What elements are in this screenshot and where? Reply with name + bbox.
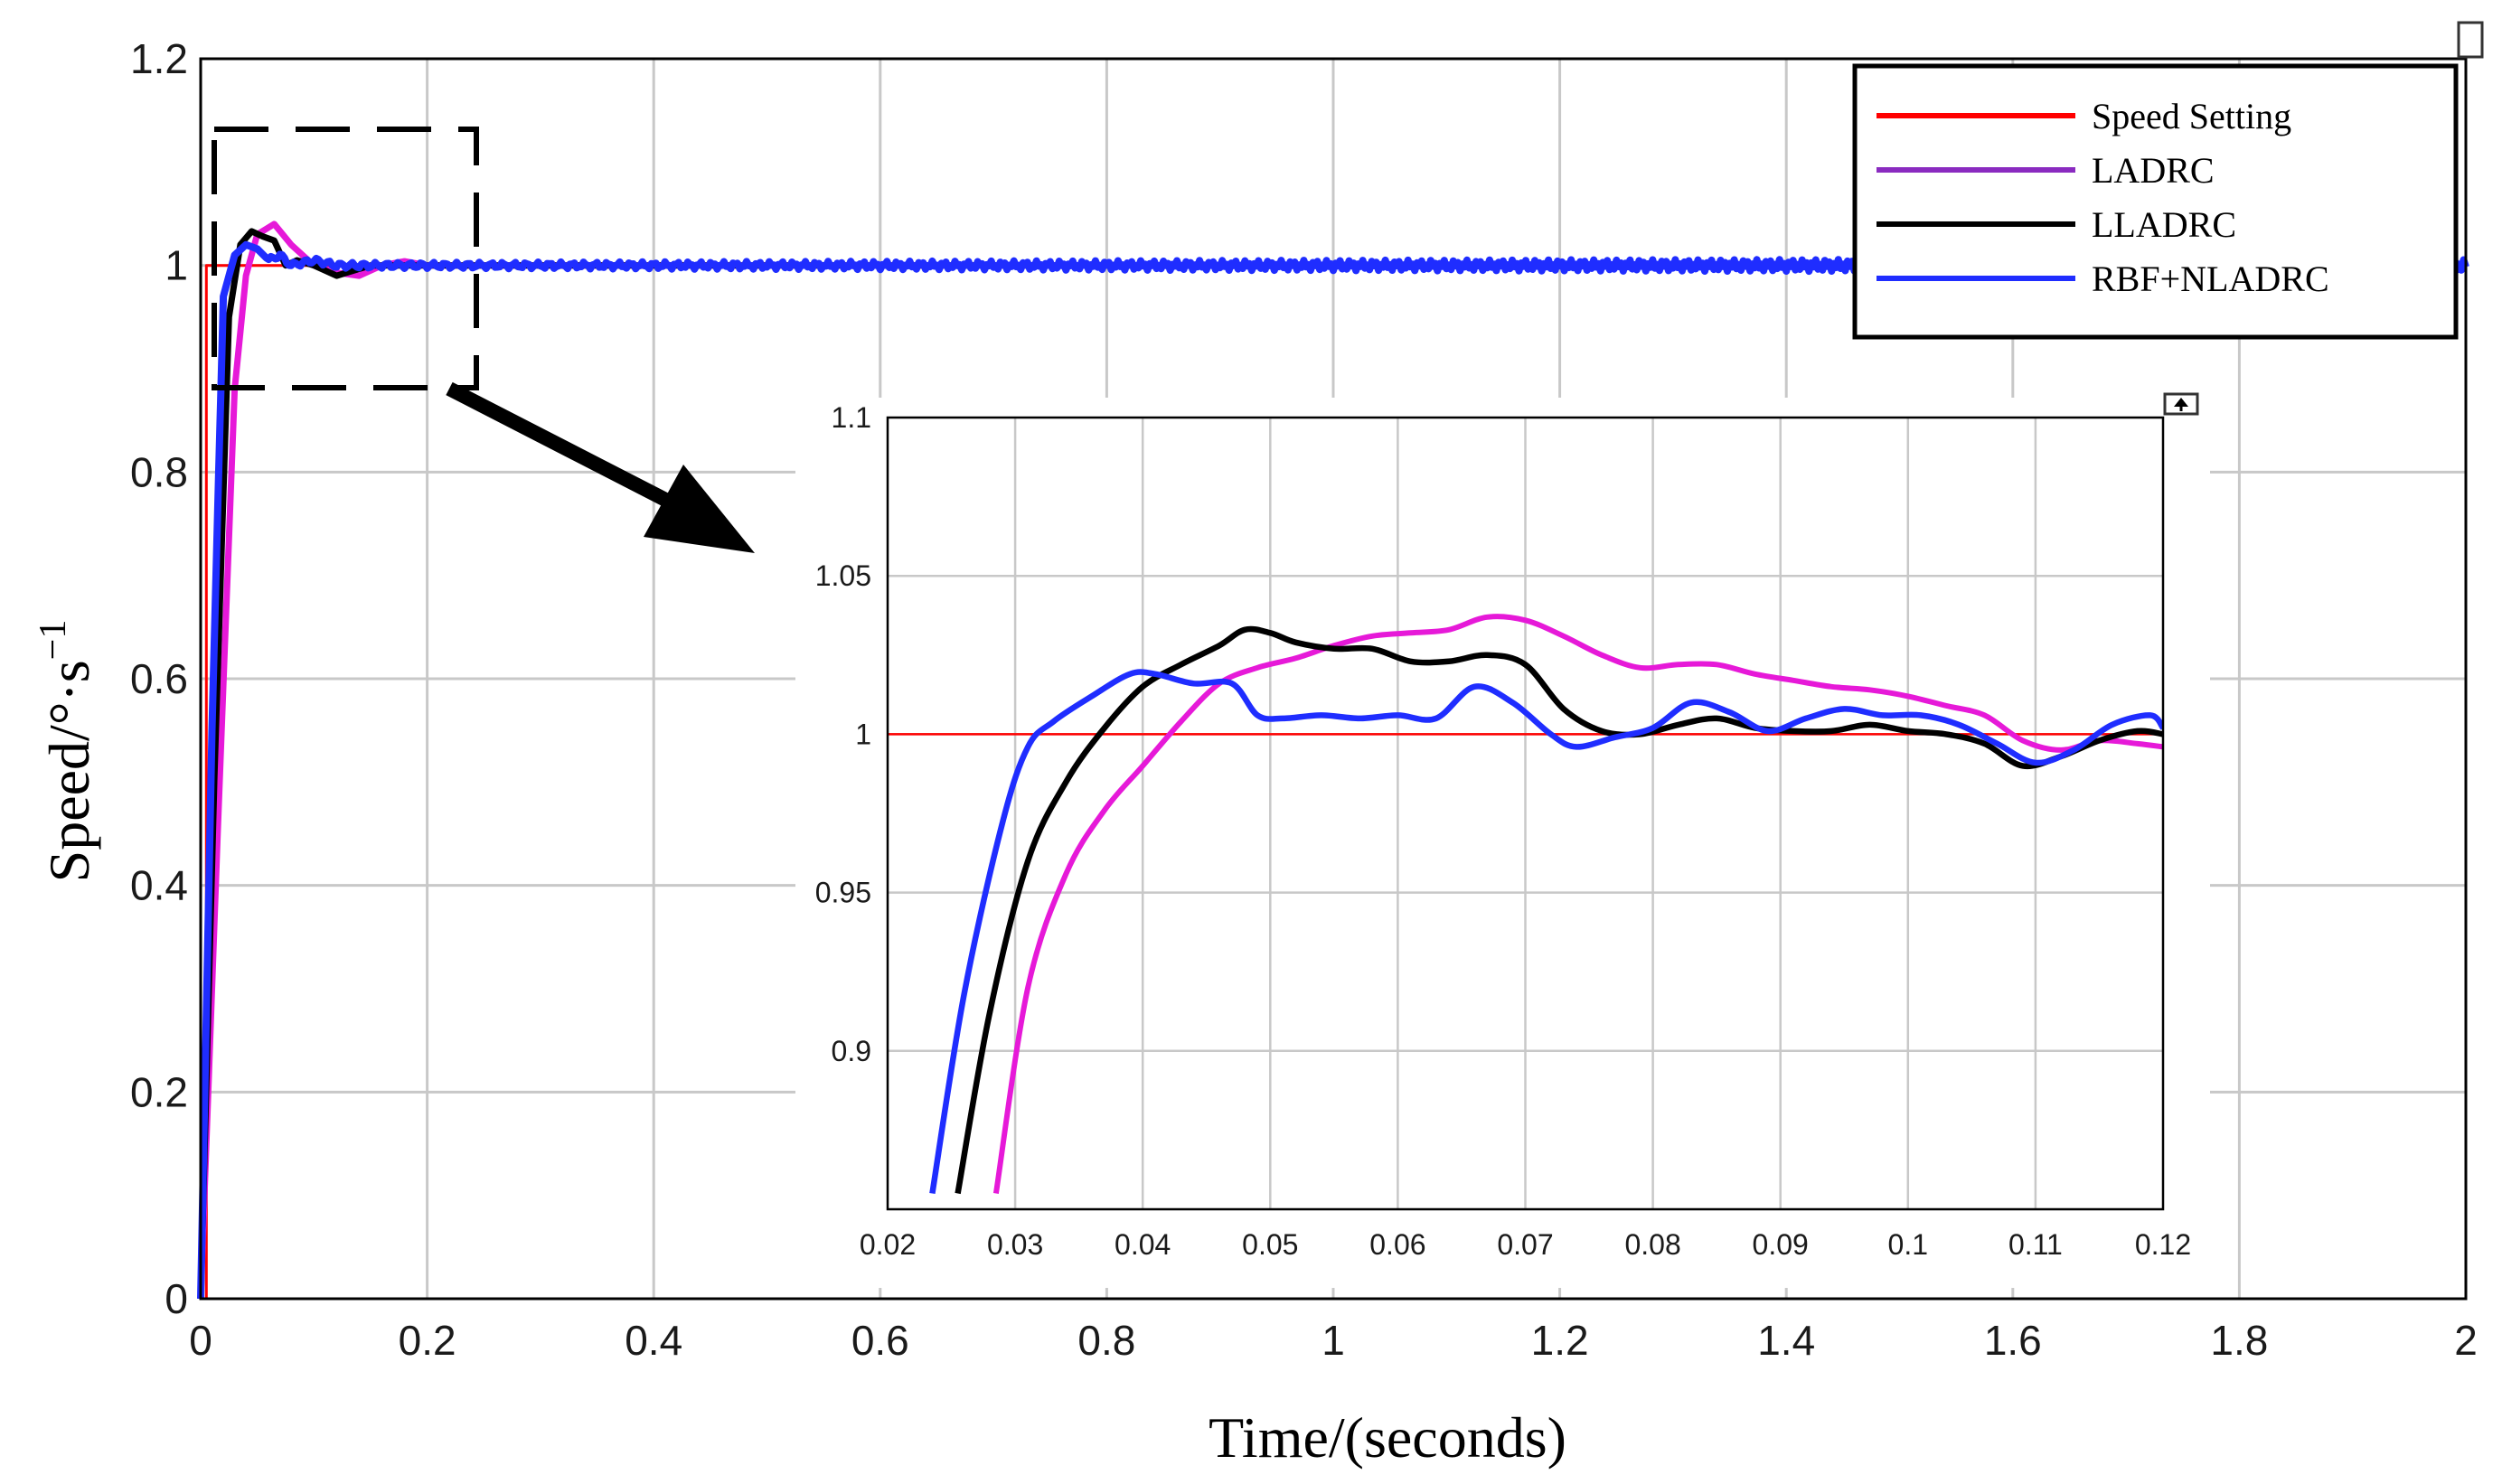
main-x-tick-label: 0.8 bbox=[1077, 1317, 1135, 1364]
legend-label: Speed Setting bbox=[2092, 96, 2291, 136]
y-axis-label: Speed/°·s−1 bbox=[33, 620, 101, 883]
y-axis-label-text: Speed/°·s bbox=[37, 660, 101, 882]
legend-label: LLADRC bbox=[2092, 204, 2236, 245]
inset-y-tick-label: 1 bbox=[855, 718, 871, 750]
inset-x-tick-label: 0.08 bbox=[1624, 1228, 1680, 1261]
main-y-tick-label: 0 bbox=[165, 1275, 188, 1322]
inset-series-line-lladrc bbox=[955, 625, 2163, 1195]
inset-x-tick-label: 0.03 bbox=[987, 1228, 1043, 1261]
main-x-tick-label: 1.2 bbox=[1531, 1317, 1589, 1364]
legend-label: LADRC bbox=[2092, 150, 2215, 191]
main-y-tick-label: 0.2 bbox=[130, 1068, 188, 1115]
y-axis-label-superscript: −1 bbox=[33, 620, 74, 661]
legend-label: RBF+NLADRC bbox=[2092, 258, 2329, 299]
main-x-tick-label: 1 bbox=[1322, 1317, 1345, 1364]
zoom-annotation bbox=[212, 127, 755, 553]
main-x-tick-label: 2 bbox=[2454, 1317, 2478, 1364]
main-plot-frame bbox=[199, 57, 2468, 1301]
legend-box bbox=[1852, 63, 2459, 340]
inset-background bbox=[795, 398, 2210, 1288]
main-y-tick-label: 0.4 bbox=[130, 862, 188, 909]
main-y-tick-label: 0.6 bbox=[130, 655, 188, 702]
inset-y-tick-label: 1.05 bbox=[815, 559, 871, 592]
inset-x-tick-label: 0.07 bbox=[1497, 1228, 1553, 1261]
inset-x-tick-label: 0.06 bbox=[1369, 1228, 1425, 1261]
inset-x-tick-label: 0.02 bbox=[860, 1228, 916, 1261]
inset-x-tick-label: 0.04 bbox=[1115, 1228, 1171, 1261]
inset-y-tick-label: 1.1 bbox=[832, 401, 871, 434]
inset-y-tick-label: 0.9 bbox=[832, 1035, 871, 1067]
inset-x-tick-label: 0.09 bbox=[1753, 1228, 1809, 1261]
legend: Speed Setting LADRC LLADRC RBF+NLADRC bbox=[1852, 63, 2459, 340]
main-x-tick-label: 1.8 bbox=[2210, 1317, 2268, 1364]
zoom-region-box bbox=[212, 127, 479, 390]
inset-series-line-ladrc bbox=[992, 614, 2163, 1194]
main-x-tick-label: 0.6 bbox=[851, 1317, 909, 1364]
up-arrow-icon-head bbox=[2174, 398, 2188, 407]
main-x-tick-label: 1.4 bbox=[1757, 1317, 1815, 1364]
inset-series-line-rbf-nladrc bbox=[929, 669, 2163, 1195]
main-y-tick-label: 1 bbox=[165, 242, 188, 289]
up-arrow-icon[interactable] bbox=[2163, 392, 2199, 416]
inset-plot-frame bbox=[886, 416, 2165, 1211]
main-x-tick-label: 0 bbox=[189, 1317, 212, 1364]
inset-x-tick-label: 0.11 bbox=[2008, 1228, 2063, 1261]
zoom-arrow-head-icon bbox=[644, 465, 755, 553]
y-axis-label-group: Speed/°·s−1 bbox=[33, 620, 101, 883]
square-icon[interactable] bbox=[2457, 21, 2484, 59]
x-axis-label: Time/(seconds) bbox=[1209, 1405, 1566, 1470]
inset-y-tick-label: 0.95 bbox=[815, 877, 871, 909]
inset-x-tick-label: 0.1 bbox=[1888, 1228, 1928, 1261]
main-x-tick-label: 0.2 bbox=[399, 1317, 456, 1364]
inset-x-tick-label: 0.12 bbox=[2135, 1228, 2191, 1261]
main-y-tick-label: 0.8 bbox=[130, 448, 188, 495]
inset-tick-labels: 0.02 0.03 0.04 0.05 0.06 0.07 0.08 0.09 0.1 0.11 0… bbox=[815, 401, 2191, 1261]
main-y-tick-label: 1.2 bbox=[130, 35, 188, 82]
zoom-arrow-line bbox=[446, 381, 682, 513]
main-tick-labels: 0 0.2 0.4 0.6 0.8 1 1.2 1.4 1.6 1.8 2 0 0.2 0.4 0.6 0.8… bbox=[130, 35, 2478, 1364]
main-x-tick-label: 1.6 bbox=[1984, 1317, 2042, 1364]
legend-items: Speed Setting LADRC LLADRC RBF+NLADRC bbox=[1876, 96, 2329, 299]
inset-x-tick-label: 0.05 bbox=[1242, 1228, 1298, 1261]
inset-chart: 0.02 0.03 0.04 0.05 0.06 0.07 0.08 0.09 0.1 0.11 0… bbox=[795, 392, 2210, 1288]
inset-series bbox=[888, 614, 2163, 1195]
main-x-tick-label: 0.4 bbox=[625, 1317, 682, 1364]
